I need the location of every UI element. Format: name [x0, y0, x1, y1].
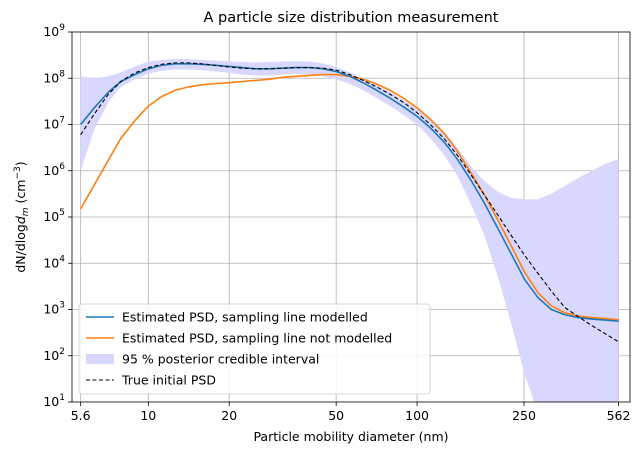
- credible-band: [80, 59, 619, 402]
- series-layer: [79, 62, 619, 343]
- y-tick-label: 101: [43, 393, 65, 409]
- y-tick-label: 107: [43, 116, 65, 132]
- y-tick-label: 102: [43, 347, 65, 363]
- x-tick-label: 562: [607, 408, 631, 423]
- y-tick-label: 103: [43, 301, 65, 317]
- x-tick-label: 50: [328, 408, 344, 423]
- legend-entry-label: True initial PSD: [121, 373, 216, 388]
- x-tick-label: 100: [405, 408, 429, 423]
- chart-title: A particle size distribution measurement: [204, 10, 499, 26]
- y-axis-label: dN/dlogdm (cm−3): [13, 161, 31, 272]
- y-tick-label: 105: [43, 208, 65, 224]
- y-axis-label-unit-exp: −3: [13, 166, 23, 179]
- x-axis-ticks: 5.6 10 20 50 100 250 562: [71, 402, 631, 423]
- legend-entry-label: Estimated PSD, sampling line modelled: [122, 310, 368, 325]
- legend-band-swatch: [86, 354, 114, 364]
- y-tick-label: 108: [43, 69, 65, 85]
- x-tick-label: 20: [221, 408, 237, 423]
- x-axis-label: Particle mobility diameter (nm): [253, 429, 448, 444]
- x-tick-label: 250: [512, 408, 536, 423]
- y-axis-label-unit-pre: (cm: [13, 180, 28, 208]
- series-line: [80, 63, 619, 322]
- series-line: [80, 62, 619, 343]
- y-tick-label: 104: [43, 254, 65, 270]
- legend-box: [78, 303, 431, 395]
- x-tick-label: 10: [140, 408, 156, 423]
- legend-entry-label: Estimated PSD, sampling line not modelle…: [122, 331, 392, 346]
- y-axis-ticks: 101 102 103 104 105 106 107 108 109: [43, 23, 72, 409]
- y-axis-label-unit-post: ): [13, 161, 28, 166]
- y-axis-label-main: dN/dlog: [13, 224, 28, 273]
- x-tick-label: 5.6: [71, 408, 91, 423]
- y-tick-label: 106: [43, 162, 65, 178]
- credible-band-layer: [80, 59, 619, 402]
- legend-entry-label: 95 % posterior credible interval: [122, 352, 319, 367]
- y-axis-label-subscript: m: [21, 207, 31, 216]
- y-tick-label: 109: [43, 23, 65, 39]
- legend: Estimated PSD, sampling line modelled Est…: [78, 303, 431, 395]
- y-axis-label-symbol: d: [13, 216, 28, 224]
